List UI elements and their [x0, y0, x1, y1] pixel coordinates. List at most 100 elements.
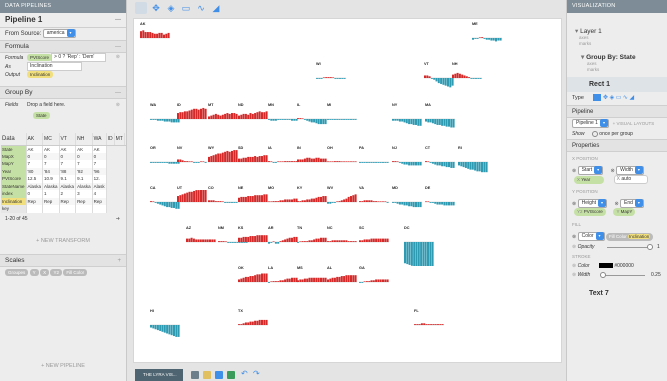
remove-icon[interactable]: ⊗ [614, 200, 619, 207]
state-group-wi[interactable]: WI [316, 62, 352, 82]
new-transform-button[interactable]: + NEW TRANSFORM [36, 237, 90, 244]
text-type-icon[interactable]: ◢ [629, 95, 635, 101]
y-height-select[interactable]: Height ▾ [577, 199, 608, 208]
x-start-select[interactable]: Start ▾ [577, 166, 604, 175]
state-group-me[interactable]: ME [472, 22, 508, 42]
text-mark-icon[interactable]: ◢ [212, 3, 220, 13]
output-chip[interactable]: Inclination [27, 71, 54, 79]
state-group-mo[interactable]: MO [268, 186, 304, 206]
inclination-chip[interactable]: Inclination [627, 233, 651, 239]
text-item[interactable]: Text 7 [589, 290, 609, 297]
open-folder-icon[interactable] [203, 371, 211, 379]
groupby-section-header[interactable]: Group By — [0, 86, 126, 99]
state-group-ga[interactable]: GA [359, 266, 395, 286]
state-group-la[interactable]: LA [268, 266, 304, 286]
remove-icon[interactable]: ⊗ [115, 102, 120, 108]
mapy-chip[interactable]: Y MapY [613, 208, 636, 217]
formula-expression-input[interactable]: > 0 ? 'Rep' : 'Dem' [51, 53, 107, 62]
width-input[interactable]: X auto [613, 175, 648, 184]
layer-item[interactable]: ▾ Layer 1 [575, 28, 602, 35]
state-group-ne[interactable]: NE [238, 186, 274, 206]
state-group-ct[interactable]: CT [425, 146, 461, 168]
source-select[interactable]: america ▾ [42, 29, 76, 39]
state-group-nh[interactable]: NH [452, 62, 488, 82]
formula-field-chip[interactable]: PVIScore [27, 54, 53, 61]
state-group-nc[interactable]: NC [327, 226, 363, 246]
area-type-icon[interactable]: ▭ [615, 95, 622, 101]
state-group-mn[interactable]: MN [268, 103, 304, 123]
stroke-width-slider-track[interactable] [601, 275, 645, 276]
state-group-mt[interactable]: MT [208, 103, 244, 123]
state-group-al[interactable]: AL [327, 266, 363, 286]
new-file-icon[interactable] [191, 371, 199, 379]
vis-tab[interactable]: THE LYRA VIS... [135, 369, 183, 381]
pviscore-chip[interactable]: Y2 PVIScore [574, 208, 606, 217]
state-group-pa[interactable]: PA [359, 146, 395, 166]
y-end-select[interactable]: End ▾ [620, 199, 644, 208]
state-group-ca[interactable]: CA [150, 186, 186, 209]
as-input[interactable]: Inclination [27, 62, 82, 71]
state-group-nv[interactable]: NV [177, 146, 213, 166]
state-group-sc[interactable]: SC [359, 226, 395, 246]
group-marks-item[interactable]: marks [587, 67, 600, 72]
redo-icon[interactable]: ↷ [253, 369, 260, 378]
next-page-icon[interactable]: ➜ [115, 215, 120, 222]
state-group-ma[interactable]: MA [425, 103, 461, 128]
rect-type-icon[interactable] [593, 94, 602, 102]
pipeline-title[interactable]: Pipeline 1— [0, 13, 126, 28]
once-per-group-radio[interactable] [591, 130, 598, 137]
line-type-icon[interactable]: ∿ [622, 95, 628, 101]
table-col-tab[interactable]: MT [114, 133, 125, 146]
state-group-wa[interactable]: WA [150, 103, 186, 123]
state-group-wv[interactable]: WV [327, 186, 363, 206]
rect-mark-icon[interactable] [135, 2, 147, 14]
opacity-slider-handle[interactable] [647, 244, 653, 250]
state-group-ak[interactable]: AK [140, 22, 176, 42]
arc-type-icon[interactable]: ◈ [609, 95, 615, 101]
line-mark-icon[interactable]: ∿ [197, 3, 205, 13]
fill-color-scale-chip[interactable]: Fill Color Inclination [605, 232, 654, 241]
remove-icon[interactable]: ⊗ [572, 234, 577, 240]
scale-chip[interactable]: Y2 [50, 268, 62, 276]
stroke-color-value[interactable]: #000000 [614, 263, 634, 269]
symbol-type-icon[interactable]: ✥ [603, 95, 609, 101]
state-group-ok[interactable]: OK [238, 266, 274, 286]
collapse-icon[interactable]: — [115, 17, 121, 23]
year-chip[interactable]: X Year [574, 175, 604, 184]
state-group-md[interactable]: MD [392, 186, 428, 208]
state-group-ks[interactable]: KS [238, 226, 274, 246]
opacity-slider-track[interactable] [607, 247, 653, 248]
new-pipeline-button[interactable]: + NEW PIPELINE [41, 363, 85, 369]
remove-icon[interactable]: ⊗ [572, 263, 577, 269]
table-col-tab[interactable]: Fi [124, 133, 126, 146]
layer-axes-item[interactable]: axes [579, 35, 589, 40]
arc-mark-icon[interactable]: ◈ [167, 3, 175, 13]
state-group-fl[interactable]: FL [414, 309, 450, 329]
table-col-tab[interactable]: WA [92, 133, 107, 146]
scale-chip[interactable]: X [40, 268, 50, 276]
scale-chip[interactable]: Fill Color [63, 268, 88, 276]
remove-icon[interactable]: ⊗ [572, 167, 577, 174]
visualization-canvas[interactable]: AK ME WI VT NH WA ID MT ND MN IL MI NY MA OR NV WY SD IA IN… [133, 18, 562, 363]
state-group-ri[interactable]: RI [458, 146, 494, 173]
layer-marks-item[interactable]: marks [579, 41, 592, 46]
state-group-in[interactable]: IN [297, 146, 333, 166]
group-axes-item[interactable]: axes [587, 61, 597, 66]
fields-dropzone[interactable]: Drop a field here. [27, 102, 66, 108]
export-icon[interactable] [227, 371, 235, 379]
state-group-mi[interactable]: MI [327, 103, 363, 123]
state-group-va[interactable]: VA [359, 186, 395, 206]
state-group-ut[interactable]: UT [177, 186, 213, 206]
group-item[interactable]: ▾ Group By: State [581, 54, 636, 61]
state-group-wy[interactable]: WY [208, 146, 244, 166]
state-field-chip[interactable]: State [33, 112, 50, 120]
fill-color-select[interactable]: Color ▾ [577, 232, 605, 242]
remove-icon[interactable]: ⊗ [572, 244, 577, 250]
table-col-tab[interactable]: ID [106, 133, 115, 146]
rect-item-selected[interactable]: Rect 1 [567, 77, 667, 92]
formula-section-header[interactable]: Formula — [0, 40, 126, 53]
table-col-tab[interactable]: NH [75, 133, 93, 146]
state-group-ny[interactable]: NY [392, 103, 428, 126]
state-group-ky[interactable]: KY [297, 186, 333, 206]
state-group-hi[interactable]: HI [150, 309, 186, 337]
